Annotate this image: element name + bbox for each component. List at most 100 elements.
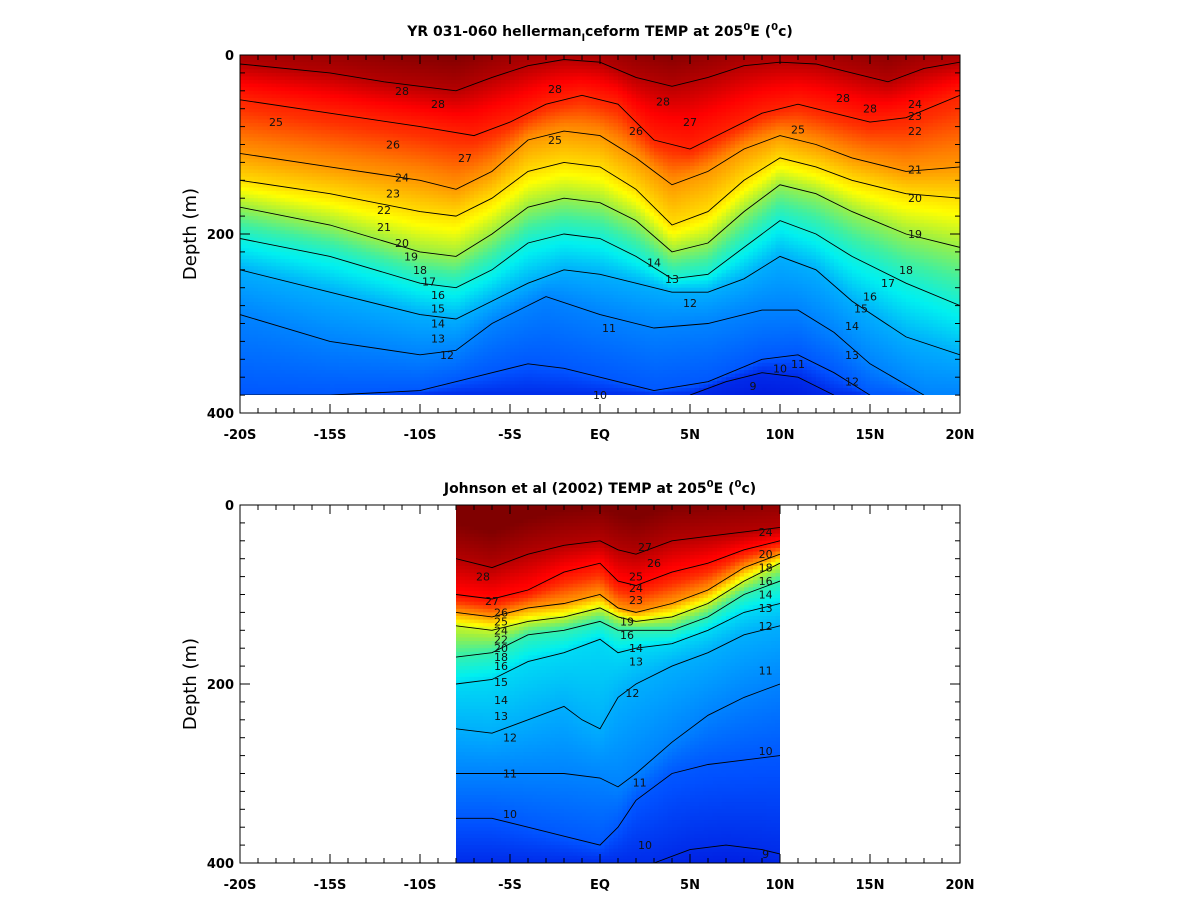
temperature-cell [415,237,421,242]
temperature-cell [456,58,462,63]
temperature-cell [285,90,291,95]
temperature-cell [249,370,255,375]
temperature-cell [280,241,286,246]
temperature-cell [420,323,426,328]
temperature-cell [339,144,345,149]
temperature-cell [433,380,439,385]
temperature-cell [402,248,408,253]
temperature-cell [253,105,259,110]
temperature-cell [375,194,381,199]
temperature-cell [465,162,471,167]
temperature-cell [303,144,309,149]
temperature-cell [384,244,390,249]
temperature-cell [447,133,453,138]
temperature-cell [330,130,336,135]
temperature-cell [307,137,313,142]
temperature-cell [240,144,246,149]
temperature-cell [289,237,295,242]
temperature-cell [244,80,250,85]
temperature-cell [370,148,376,153]
temperature-cell [334,373,340,378]
temperature-cell [276,377,282,382]
temperature-cell [460,69,466,74]
temperature-cell [334,334,340,339]
temperature-cell [411,126,417,131]
temperature-cell [397,348,403,353]
temperature-cell [312,158,318,163]
top-panel: YR 031-060 hellermanlceform TEMP at 2050… [180,22,974,443]
temperature-cell [370,115,376,121]
temperature-cell [433,108,439,113]
temperature-cell [298,126,304,131]
temperature-cell [348,198,354,203]
temperature-cell [438,259,444,264]
temperature-cell [442,169,448,174]
temperature-cell [249,230,255,235]
temperature-cell [280,97,286,103]
temperature-cell [442,148,448,153]
temperature-cell [289,359,295,364]
temperature-cell [316,72,322,78]
temperature-cell [456,90,462,95]
temperature-cell [438,241,444,246]
temperature-cell [451,334,457,339]
temperature-cell [280,112,286,117]
temperature-cell [366,80,372,85]
temperature-cell [388,366,394,371]
temperature-cell [469,205,475,210]
temperature-cell [316,198,322,203]
temperature-cell [370,69,376,74]
temperature-cell [411,223,417,228]
temperature-cell [388,244,394,249]
temperature-cell [438,362,444,368]
temperature-cell [384,165,390,171]
temperature-cell [420,58,426,63]
temperature-cell [294,208,300,214]
temperature-cell [357,187,363,192]
temperature-cell [271,241,277,246]
temperature-cell [339,169,345,174]
temperature-cell [289,259,295,264]
temperature-cell [330,83,336,88]
temperature-cell [276,69,282,74]
temperature-cell [366,251,372,257]
temperature-cell [429,108,435,113]
temperature-cell [298,223,304,228]
temperature-cell [397,90,403,95]
temperature-cell [451,309,457,314]
temperature-cell [249,244,255,249]
temperature-cell [424,262,430,267]
temperature-cell [343,344,349,350]
temperature-cell [469,108,475,113]
temperature-cell [330,341,336,346]
temperature-cell [415,148,421,153]
temperature-cell [438,294,444,300]
temperature-cell [339,309,345,314]
temperature-cell [456,119,462,124]
temperature-cell [411,237,417,242]
temperature-cell [456,309,462,314]
temperature-cell [393,158,399,163]
temperature-cell [388,327,394,332]
temperature-cell [474,115,480,121]
temperature-cell [289,330,295,335]
temperature-cell [325,90,331,95]
temperature-cell [271,201,277,206]
temperature-cell [411,105,417,110]
temperature-cell [330,305,336,310]
temperature-cell [357,176,363,181]
temperature-cell [321,291,327,296]
temperature-cell [352,148,358,153]
temperature-cell [289,298,295,303]
temperature-cell [424,309,430,314]
temperature-cell [240,302,246,307]
temperature-cell [307,362,313,368]
temperature-cell [411,65,417,70]
temperature-cell [312,133,318,138]
temperature-cell [375,201,381,206]
temperature-cell [451,219,457,224]
temperature-cell [325,262,331,267]
temperature-cell [375,244,381,249]
temperature-cell [451,234,457,239]
temperature-cell [312,341,318,346]
